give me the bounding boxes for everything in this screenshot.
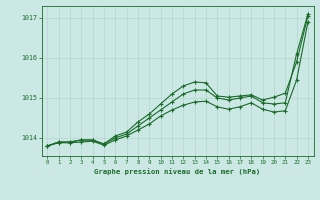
- X-axis label: Graphe pression niveau de la mer (hPa): Graphe pression niveau de la mer (hPa): [94, 168, 261, 175]
